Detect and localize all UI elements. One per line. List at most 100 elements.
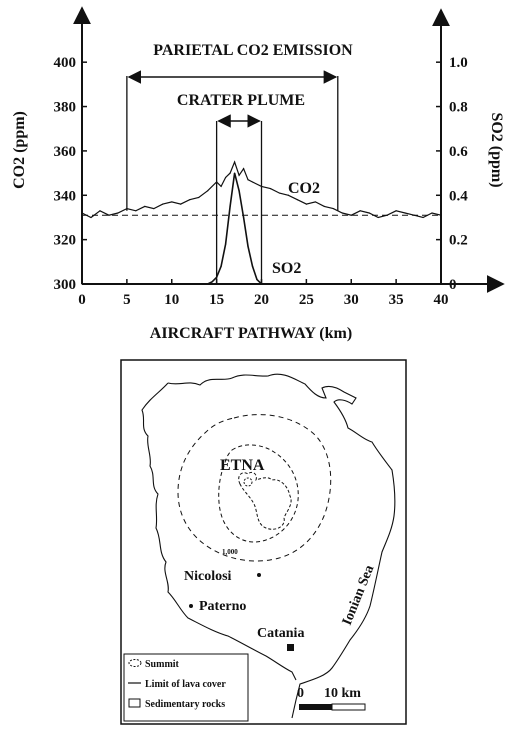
etna-map: ETNA 1,000 Nicolosi Paterno Catania Ioni… xyxy=(120,359,407,725)
co2-data-point xyxy=(251,181,254,183)
so2-data-point xyxy=(238,190,240,192)
co2-data-point xyxy=(108,214,110,216)
co2-data-point xyxy=(117,212,119,214)
annotation-brackets xyxy=(126,70,339,284)
western-boundary-line xyxy=(141,382,297,681)
x-tick-label: 25 xyxy=(299,292,314,308)
legend-sediment-icon xyxy=(128,698,141,708)
legend-sedimentary: Sedimentary rocks xyxy=(145,699,225,710)
right-y-tick-label: 0.6 xyxy=(449,144,468,160)
co2-data-point xyxy=(269,188,272,190)
so2-data-point xyxy=(233,172,236,174)
co2-data-point xyxy=(359,210,361,212)
co2-data-point xyxy=(350,214,352,216)
co2-data-point xyxy=(278,192,281,194)
co2-data-point xyxy=(386,214,388,216)
so2-data-point xyxy=(81,283,83,285)
scale-bar: 0 10 km xyxy=(297,686,366,711)
so2-data-point xyxy=(207,283,209,285)
co2-data-point xyxy=(229,172,231,174)
right-y-tick-label: 0.2 xyxy=(449,233,468,249)
co2-data-point xyxy=(220,185,222,187)
co2-data-point xyxy=(440,214,442,216)
left-y-tick-label: 340 xyxy=(54,188,77,204)
so2-data-point xyxy=(216,276,218,278)
co2-so2-chart: 0 5 10 15 20 25 30 35 40 300 320 340 360 380 400 0 0.2 0.… xyxy=(11,6,505,342)
contour-label: 1,000 xyxy=(222,548,238,556)
left-y-tick-label: 360 xyxy=(54,144,77,160)
co2-data-point xyxy=(260,185,263,187)
scale-bar-white xyxy=(331,703,366,711)
co2-data-point xyxy=(341,212,343,214)
co2-data-point xyxy=(126,207,128,210)
co2-data-point xyxy=(287,194,290,196)
co2-data-point xyxy=(314,201,316,203)
x-tick-label: 35 xyxy=(389,292,404,308)
map-legend: Summit Limit of lava cover Sedimentary r… xyxy=(123,653,249,722)
left-y-axis-label: CO2 (ppm) xyxy=(11,111,28,189)
so2-data-point xyxy=(251,265,254,267)
summit-crater-icon xyxy=(243,477,253,487)
co2-data-point xyxy=(153,207,155,210)
co2-data-point xyxy=(189,199,191,201)
co2-data-point xyxy=(233,161,236,163)
right-y-tick-label: 0 xyxy=(449,277,457,293)
left-y-tick-label: 380 xyxy=(54,100,77,116)
lava-limit-line xyxy=(167,373,396,719)
so2-data-point xyxy=(260,283,263,285)
scale-zero: 0 xyxy=(297,686,304,701)
so2-data-point xyxy=(211,281,213,283)
left-y-tick-label: 300 xyxy=(54,277,77,293)
x-tick-label: 10 xyxy=(164,292,179,308)
co2-data-point xyxy=(377,216,379,219)
catania-marker xyxy=(287,644,294,651)
co2-data-point xyxy=(305,203,307,205)
left-y-tick-label: 400 xyxy=(54,55,77,71)
right-y-tick-label: 1.0 xyxy=(449,55,468,71)
so2-series-label: SO2 xyxy=(272,260,301,277)
x-tick-label: 40 xyxy=(434,292,449,308)
right-y-axis-label: SO2 (ppm) xyxy=(488,112,505,187)
parietal-label: PARIETAL CO2 EMISSION xyxy=(153,42,353,59)
co2-data-point xyxy=(431,212,433,214)
place-nicolosi: Nicolosi xyxy=(184,569,232,584)
summit-outline xyxy=(238,471,292,530)
co2-data-point xyxy=(198,196,200,199)
so2-data-point xyxy=(247,245,249,247)
x-tick-label: 30 xyxy=(344,292,359,308)
co2-data-point xyxy=(162,203,164,205)
co2-series-label: CO2 xyxy=(288,180,320,197)
x-tick-label: 15 xyxy=(209,292,224,308)
co2-data-point xyxy=(81,212,83,214)
x-tick-label: 5 xyxy=(123,292,131,308)
right-y-tick-label: 0.8 xyxy=(449,100,468,116)
co2-data-point xyxy=(368,212,370,214)
co2-data-point xyxy=(207,190,209,192)
axis-ticks: 0 5 10 15 20 25 30 35 40 300 320 340 360 380 400 0 0.2 0.… xyxy=(54,55,469,308)
scale-bar-black xyxy=(299,704,332,710)
co2-data-point xyxy=(180,203,182,205)
series-points xyxy=(81,161,442,285)
co2-data-point xyxy=(171,201,173,203)
x-axis-label: AIRCRAFT PATHWAY (km) xyxy=(150,325,352,342)
x-tick-label: 20 xyxy=(254,292,269,308)
legend-summit-icon xyxy=(128,659,142,667)
co2-data-point xyxy=(90,216,92,219)
co2-data-point xyxy=(404,212,406,214)
1000m-contour xyxy=(177,414,332,562)
legend-summit: Summit xyxy=(145,659,180,670)
co2-data-point xyxy=(332,207,334,210)
legend-lava: Limit of lava cover xyxy=(145,679,226,690)
place-paterno: Paterno xyxy=(199,599,246,614)
co2-data-point xyxy=(395,210,397,212)
so2-data-point xyxy=(242,216,245,219)
co2-data-point xyxy=(413,214,415,216)
so2-data-point xyxy=(440,283,442,285)
left-y-tick-label: 320 xyxy=(54,233,77,249)
place-catania: Catania xyxy=(257,626,304,641)
co2-data-point xyxy=(247,179,249,181)
co2-data-point xyxy=(216,181,218,183)
co2-data-point xyxy=(144,205,146,207)
scale-10km: 10 km xyxy=(324,686,361,701)
